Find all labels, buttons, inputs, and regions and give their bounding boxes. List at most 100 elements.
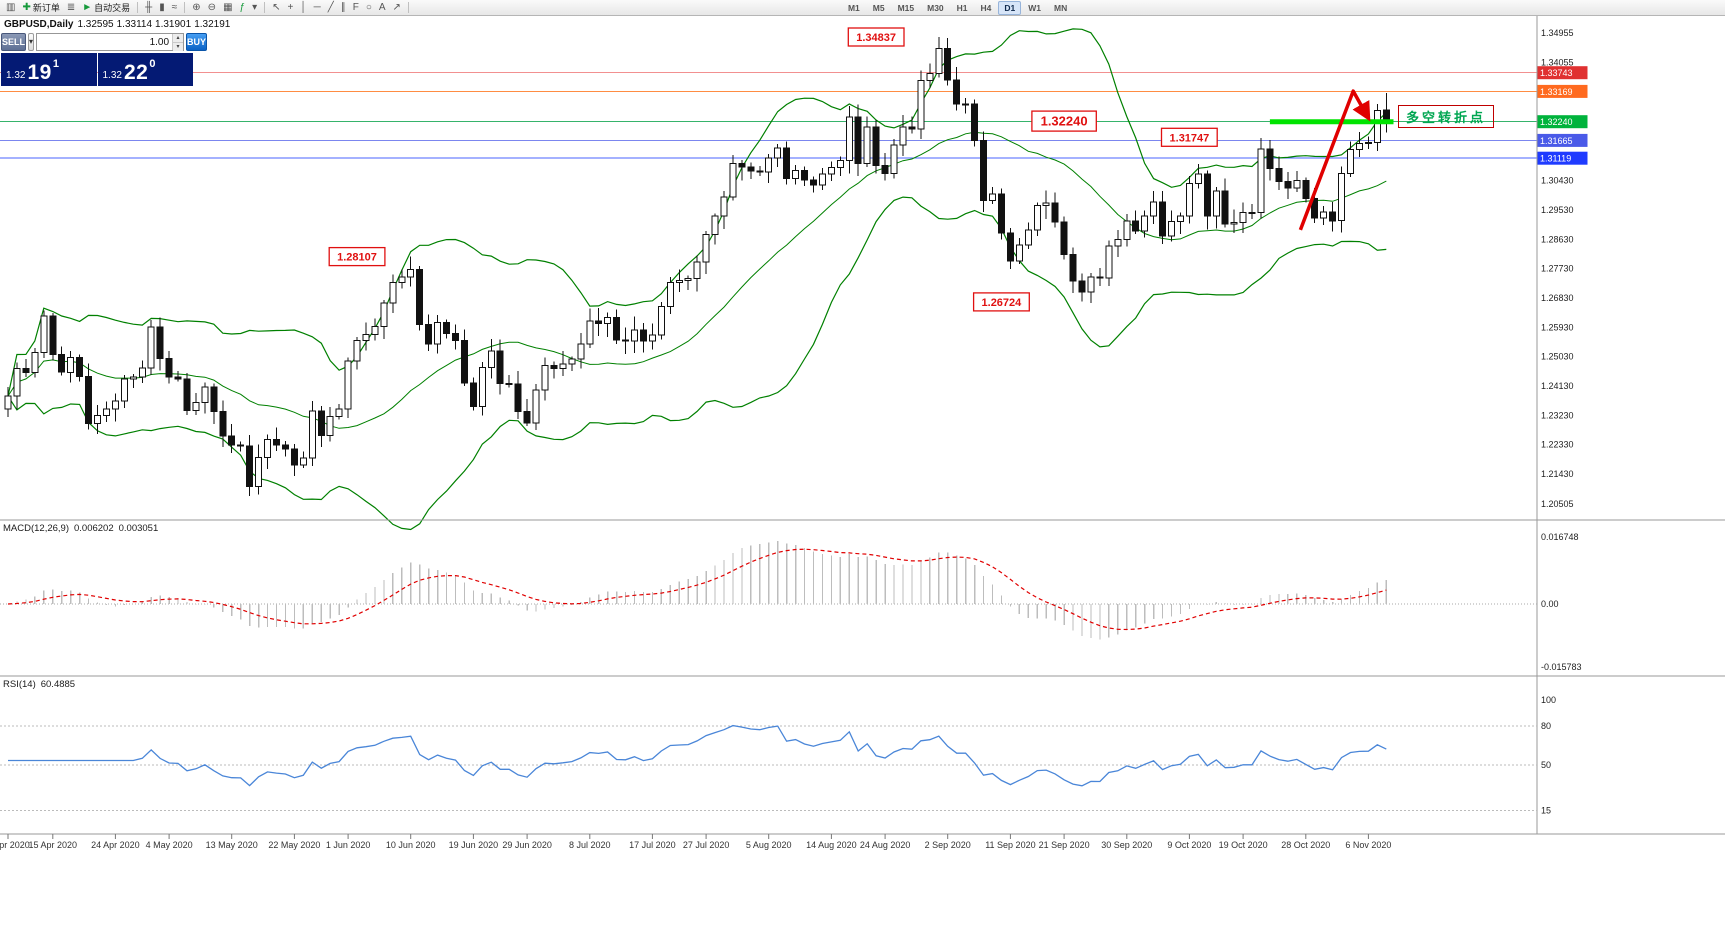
toolbar-text-label-button[interactable]: A bbox=[376, 1, 389, 15]
svg-text:19 Jun 2020: 19 Jun 2020 bbox=[449, 840, 499, 850]
ask-pipette: 0 bbox=[149, 58, 156, 70]
sell-button[interactable]: SELL bbox=[1, 33, 27, 51]
svg-text:15: 15 bbox=[1541, 806, 1551, 816]
toolbar-line-chart-button[interactable]: ≈ bbox=[169, 1, 181, 15]
svg-text:29 Jun 2020: 29 Jun 2020 bbox=[502, 840, 552, 850]
toolbar-templates-button[interactable]: ▾ bbox=[249, 1, 260, 15]
toolbar-tile-windows-button[interactable]: ▦ bbox=[220, 1, 235, 15]
trend-arrow[interactable] bbox=[1298, 89, 1371, 231]
panel-separators[interactable] bbox=[0, 16, 1725, 835]
volume-input[interactable] bbox=[37, 34, 173, 50]
svg-text:1.20505: 1.20505 bbox=[1541, 499, 1574, 509]
svg-text:80: 80 bbox=[1541, 721, 1551, 731]
svg-text:21 Sep 2020: 21 Sep 2020 bbox=[1039, 840, 1090, 850]
svg-text:2 Sep 2020: 2 Sep 2020 bbox=[925, 840, 971, 850]
chart-window-icon: ▥ bbox=[6, 1, 16, 13]
close-value: 1.32191 bbox=[194, 19, 231, 30]
timeframe-d1-button[interactable]: D1 bbox=[998, 0, 1022, 15]
svg-text:4 May 2020: 4 May 2020 bbox=[146, 840, 193, 850]
rsi-name: RSI(14) bbox=[3, 679, 36, 690]
trendline-icon: ╱ bbox=[327, 1, 334, 13]
timeframe-m1-button[interactable]: M1 bbox=[847, 2, 860, 13]
svg-text:27 Jul 2020: 27 Jul 2020 bbox=[683, 840, 730, 850]
svg-text:22 May 2020: 22 May 2020 bbox=[268, 840, 320, 850]
toolbar-equidistant-channel-button[interactable]: ∥ bbox=[338, 1, 349, 15]
timeframe-m5-button[interactable]: M5 bbox=[872, 2, 885, 13]
svg-text:1.21430: 1.21430 bbox=[1541, 469, 1574, 479]
svg-text:1.23230: 1.23230 bbox=[1541, 410, 1574, 420]
svg-text:30 Sep 2020: 30 Sep 2020 bbox=[1101, 840, 1152, 850]
price-tag-1.33743[interactable]: 1.33743 bbox=[1537, 66, 1588, 80]
toolbar-zoom-out-button[interactable]: ⊖ bbox=[205, 1, 219, 15]
svg-text:1.29530: 1.29530 bbox=[1541, 205, 1574, 215]
toolbar-horizontal-line-button[interactable]: ─ bbox=[311, 1, 324, 15]
toolbar-auto-trading-button[interactable]: ► 自动交易 bbox=[79, 1, 133, 15]
bid-price[interactable]: 1.32 19 1 bbox=[1, 53, 97, 86]
toolbar-bar-chart-button[interactable]: ╫ bbox=[142, 1, 155, 15]
price-tag-1.31119[interactable]: 1.31119 bbox=[1537, 151, 1588, 165]
svg-text:1.34055: 1.34055 bbox=[1541, 58, 1574, 68]
svg-text:1.32240: 1.32240 bbox=[1540, 117, 1573, 127]
timeframe-h4-button[interactable]: H4 bbox=[980, 2, 992, 13]
line-chart-icon: ≈ bbox=[171, 1, 178, 13]
toolbar-zoom-in-button[interactable]: ⊕ bbox=[189, 1, 203, 15]
turning-point-note[interactable]: 多空转折点 bbox=[1398, 105, 1495, 128]
price-callout-1.28107[interactable]: 1.28107 bbox=[328, 246, 386, 267]
timeframe-m15-button[interactable]: M15 bbox=[897, 2, 915, 13]
indicators-icon: ƒ bbox=[239, 1, 246, 13]
rsi-level-lines bbox=[0, 725, 1537, 811]
volume-decrease-button[interactable]: ▾ bbox=[173, 43, 184, 51]
toolbar-indicators-button[interactable]: ƒ bbox=[237, 1, 249, 15]
toolbar-crosshair-button[interactable]: + bbox=[285, 1, 297, 15]
svg-text:24 Aug 2020: 24 Aug 2020 bbox=[860, 840, 911, 850]
trade-prices-row: 1.32 19 1 1.32 22 0 bbox=[1, 53, 193, 86]
svg-text:1.25930: 1.25930 bbox=[1541, 322, 1574, 332]
toolbar-separator bbox=[264, 2, 266, 13]
volume-stepper: ▴ ▾ bbox=[172, 34, 184, 51]
toolbar-depth-of-market-button[interactable]: ≣ bbox=[64, 1, 78, 15]
volume-increase-button[interactable]: ▴ bbox=[173, 34, 184, 43]
candle-chart-icon: ▮ bbox=[159, 1, 165, 13]
text-label-icon: A bbox=[378, 1, 386, 13]
svg-text:1.28107: 1.28107 bbox=[337, 252, 377, 264]
toolbar-shapes-button[interactable]: ○ bbox=[363, 1, 375, 15]
chart-ohlc-header: GBPUSD,Daily 1.32595 1.33114 1.31901 1.32191 bbox=[4, 19, 233, 30]
svg-text:1.31665: 1.31665 bbox=[1540, 136, 1573, 146]
level-lines[interactable] bbox=[0, 72, 1537, 159]
macd-histogram bbox=[16, 540, 1387, 640]
price-callout-1.31747[interactable]: 1.31747 bbox=[1160, 127, 1218, 147]
toolbar-new-order-button[interactable]: ✚ 新订单 bbox=[19, 1, 62, 15]
svg-text:1.31747: 1.31747 bbox=[1170, 132, 1210, 144]
timeframe-mn-button[interactable]: MN bbox=[1054, 2, 1068, 13]
chevron-down-icon: ▾ bbox=[29, 37, 34, 46]
ask-price[interactable]: 1.32 22 0 bbox=[97, 53, 193, 86]
zoom-out-icon: ⊖ bbox=[207, 1, 217, 13]
toolbar-vertical-line-button[interactable]: │ bbox=[297, 1, 309, 15]
toolbar-chart-window-button[interactable]: ▥ bbox=[3, 1, 18, 15]
svg-text:1.31119: 1.31119 bbox=[1540, 154, 1571, 164]
buy-button[interactable]: BUY bbox=[186, 33, 208, 51]
svg-text:10 Jun 2020: 10 Jun 2020 bbox=[386, 840, 436, 850]
macd-signal-line bbox=[7, 548, 1387, 631]
svg-text:-0.015783: -0.015783 bbox=[1541, 662, 1582, 672]
price-tag-1.33169[interactable]: 1.33169 bbox=[1537, 84, 1588, 98]
depth-of-market-icon: ≣ bbox=[66, 1, 76, 13]
timeframe-w1-button[interactable]: W1 bbox=[1028, 2, 1042, 13]
toolbar-fibonacci-retracement-button[interactable]: F bbox=[350, 1, 362, 15]
toolbar-arrow-objects-button[interactable]: ↗ bbox=[390, 1, 404, 15]
order-type-dropdown[interactable]: ▾ bbox=[28, 33, 35, 51]
price-tag-1.32240[interactable]: 1.32240 bbox=[1537, 115, 1588, 129]
price-callout-1.26724[interactable]: 1.26724 bbox=[972, 292, 1030, 312]
price-callout-1.32240[interactable]: 1.32240 bbox=[1031, 110, 1097, 132]
timeframe-h1-button[interactable]: H1 bbox=[956, 2, 968, 13]
toolbar-cursor-button[interactable]: ↖ bbox=[269, 1, 283, 15]
svg-text:0.00: 0.00 bbox=[1541, 599, 1559, 609]
svg-text:1.34955: 1.34955 bbox=[1541, 28, 1574, 38]
toolbar-candle-chart-button[interactable]: ▮ bbox=[156, 1, 168, 15]
svg-text:1.26724: 1.26724 bbox=[982, 297, 1023, 309]
price-callout-1.34837[interactable]: 1.34837 bbox=[847, 27, 905, 47]
price-tag-1.31665[interactable]: 1.31665 bbox=[1537, 133, 1588, 147]
toolbar-trendline-button[interactable]: ╱ bbox=[325, 1, 337, 15]
timeframe-m30-button[interactable]: M30 bbox=[927, 2, 944, 13]
